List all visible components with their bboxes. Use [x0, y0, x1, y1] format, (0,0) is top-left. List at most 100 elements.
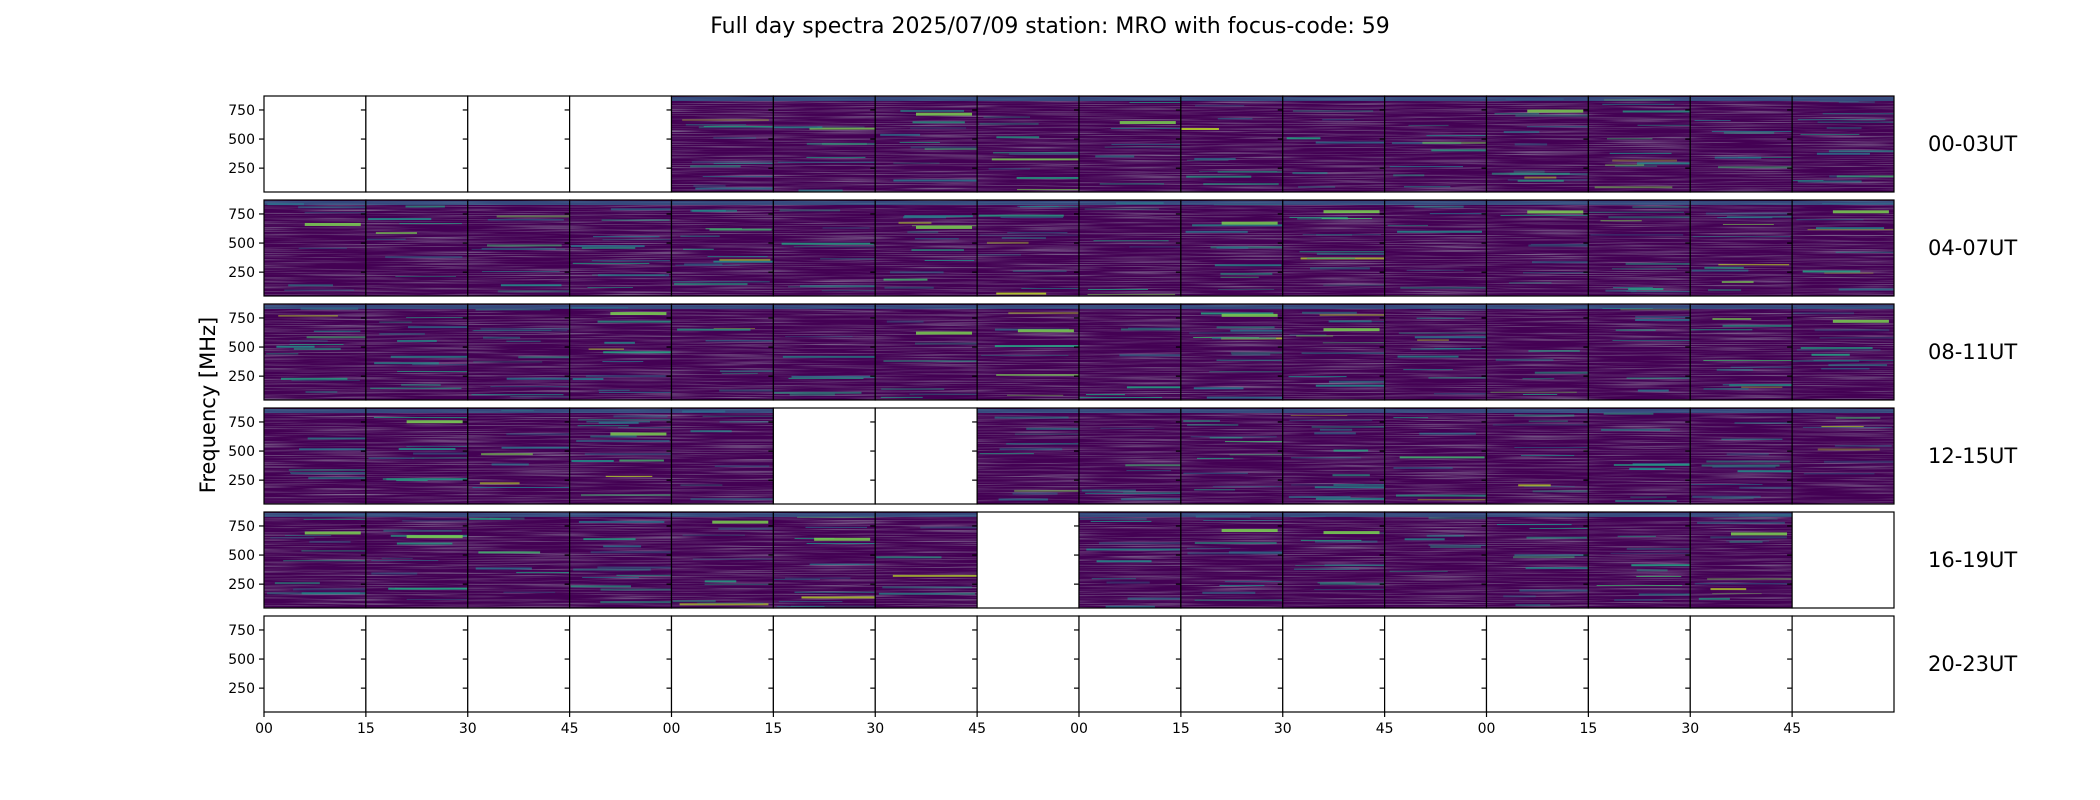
- rfi-line: [483, 336, 521, 339]
- rfi-line: [805, 526, 868, 528]
- rfi-line: [618, 427, 672, 429]
- rfi-line: [475, 309, 551, 311]
- rfi-line: [1526, 536, 1587, 539]
- spectrum-texture: [875, 200, 978, 296]
- rfi-line: [578, 520, 665, 523]
- rfi-line: [1125, 464, 1181, 467]
- spectrum-texture: [1690, 304, 1793, 400]
- rfi-line: [1705, 212, 1789, 215]
- rfi-line: [1722, 223, 1774, 225]
- y-axis-label: Frequency [MHz]: [196, 317, 220, 493]
- rfi-line: [1289, 216, 1348, 218]
- rfi-line: [577, 425, 629, 427]
- panel-frame: [1791, 95, 1895, 193]
- upper-band: [671, 97, 774, 101]
- rfi-line: [600, 601, 672, 604]
- rfi-line: [471, 394, 564, 396]
- rfi-line: [1387, 224, 1429, 226]
- rfi-line: [584, 453, 672, 455]
- spectrum-panel: [462, 511, 571, 609]
- rfi-line: [1828, 150, 1894, 153]
- spectrum-panel: [972, 199, 1080, 297]
- rfi-line: [1105, 605, 1155, 608]
- strong-emission: [916, 225, 973, 229]
- rfi-line: [996, 292, 1047, 295]
- rfi-line: [680, 235, 720, 237]
- rfi-line: [1310, 267, 1370, 270]
- empty-panel: [1792, 616, 1894, 712]
- spectrum-panel: [462, 95, 571, 193]
- rfi-line: [1602, 103, 1675, 105]
- empty-panel: [467, 96, 570, 192]
- upper-band: [1588, 201, 1691, 205]
- panel-frame: [1791, 303, 1895, 401]
- spectrum-panel: [1074, 407, 1182, 505]
- spectrum-texture: [1282, 512, 1385, 608]
- rfi-line: [1397, 355, 1459, 358]
- rfi-line: [610, 208, 672, 211]
- rfi-line: [1231, 353, 1271, 356]
- rfi-line: [1711, 130, 1793, 132]
- rfi-line: [910, 127, 967, 129]
- rfi-line: [1526, 126, 1589, 128]
- rfi-line: [1319, 428, 1353, 431]
- rfi-line: [597, 320, 672, 323]
- rfi-line: [475, 567, 532, 570]
- rfi-line: [1606, 138, 1653, 140]
- rfi-line: [1691, 269, 1749, 272]
- rfi-line: [1193, 387, 1244, 390]
- rfi-line: [1414, 336, 1487, 339]
- rfi-line: [1532, 490, 1589, 493]
- row-label: 04-07UT: [1928, 236, 2017, 260]
- rfi-line: [797, 516, 876, 518]
- rfi-line: [1631, 564, 1691, 567]
- spectrum-texture: [1079, 408, 1181, 504]
- rfi-line: [571, 245, 645, 248]
- rfi-line: [998, 498, 1048, 501]
- rfi-line: [1737, 470, 1793, 473]
- spectrum-texture: [1180, 304, 1283, 400]
- rfi-line: [1121, 328, 1181, 331]
- rfi-line: [1289, 334, 1327, 336]
- rfi-line: [1194, 105, 1245, 107]
- upper-band: [1282, 97, 1385, 101]
- spectrum-panel: [1787, 199, 1895, 297]
- empty-panel: [1588, 616, 1691, 712]
- rfi-line: [991, 158, 1079, 161]
- upper-band: [1079, 97, 1181, 101]
- upper-band: [264, 201, 366, 205]
- empty-panel: [365, 616, 468, 712]
- rfi-line: [375, 232, 417, 235]
- rfi-line: [1532, 261, 1589, 264]
- rfi-line: [777, 161, 875, 163]
- spectrum-texture: [773, 512, 876, 608]
- rfi-line: [721, 372, 758, 374]
- y-tick-label: 750: [228, 623, 255, 639]
- y-tick-label: 750: [228, 311, 255, 327]
- rfi-line: [592, 274, 665, 276]
- rfi-line: [1530, 243, 1589, 245]
- rfi-line: [1100, 427, 1155, 429]
- upper-band: [1690, 409, 1793, 413]
- spectrum-texture: [977, 304, 1079, 400]
- rfi-line: [591, 260, 670, 262]
- spectrum-panel: [972, 95, 1080, 193]
- rfi-line: [1224, 580, 1283, 582]
- rfi-line: [1528, 244, 1589, 247]
- rfi-line: [590, 551, 672, 554]
- rfi-line: [1638, 593, 1691, 596]
- spectrum-texture: [1282, 304, 1385, 400]
- upper-band: [875, 513, 978, 517]
- rfi-line: [1315, 497, 1385, 500]
- rfi-line: [821, 290, 876, 292]
- rfi-line: [899, 141, 940, 143]
- rfi-line: [1190, 436, 1277, 438]
- upper-band: [1486, 97, 1589, 101]
- y-tick-label: 250: [228, 265, 255, 281]
- spectrum-panel: [768, 511, 876, 609]
- rfi-line: [1811, 353, 1850, 356]
- rfi-line: [1614, 599, 1663, 601]
- rfi-line: [1292, 110, 1374, 112]
- rfi-line: [471, 248, 565, 250]
- rfi-line: [1012, 492, 1058, 495]
